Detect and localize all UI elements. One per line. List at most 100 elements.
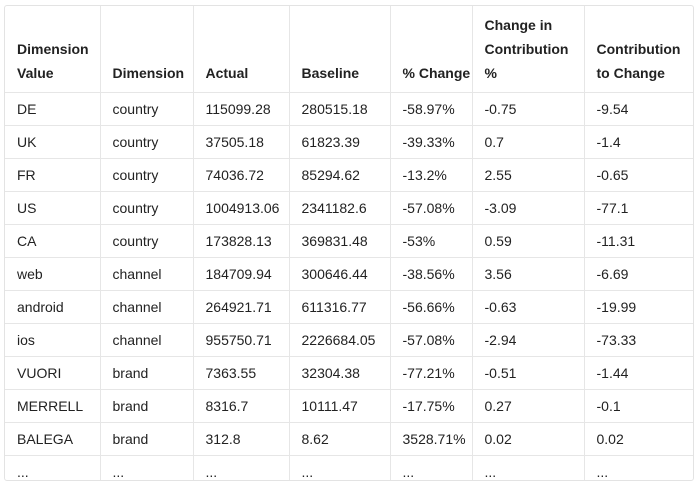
results-table-container: Dimension Value Dimension Actual Baselin…: [4, 5, 694, 481]
table-cell: ...: [596, 464, 609, 480]
table-cell: ...: [5, 455, 101, 480]
table-cell: country: [100, 125, 194, 159]
table-cell: -1.4: [584, 125, 693, 159]
table-cell: -6.69: [584, 257, 693, 291]
table-cell: -9.54: [584, 92, 693, 126]
results-table: Dimension Value Dimension Actual Baselin…: [5, 6, 693, 480]
table-row: BALEGA brand 312.8 8.62 3528.71% 0.02 0.02: [5, 422, 693, 456]
table-cell: -1.44: [584, 356, 693, 390]
table-cell: 0.02: [472, 422, 585, 456]
table-cell: 0.27: [472, 389, 585, 423]
table-cell: -57.08%: [390, 323, 473, 357]
table-cell: -0.51: [472, 356, 585, 390]
table-cell: 2226684.05: [289, 323, 391, 357]
table-cell: -19.99: [584, 290, 693, 324]
table-cell: -17.75%: [390, 389, 473, 423]
table-row: UK country 37505.18 61823.39 -39.33% 0.7 -1.4: [5, 125, 693, 159]
table-cell: -0.63: [472, 290, 585, 324]
table-cell: ...: [472, 455, 585, 480]
table-cell: 115099.28: [193, 92, 290, 126]
table-cell: 61823.39: [289, 125, 391, 159]
table-cell: 8.62: [289, 422, 391, 456]
table-cell: -39.33%: [390, 125, 473, 159]
table-cell: US: [5, 191, 101, 225]
table-cell: brand: [100, 389, 194, 423]
table-cell: country: [100, 191, 194, 225]
table-cell: 2.55: [472, 158, 585, 192]
table-cell: 369831.48: [289, 224, 391, 258]
table-cell: ...: [289, 455, 391, 480]
header-row: Dimension Value Dimension Actual Baselin…: [5, 6, 693, 93]
table-cell: -0.1: [584, 389, 693, 423]
table-cell: FR: [5, 158, 101, 192]
table-cell: -0.65: [584, 158, 693, 192]
table-row: FR country 74036.72 85294.62 -13.2% 2.55 -0.65: [5, 158, 693, 192]
table-cell: country: [100, 92, 194, 126]
table-row: CA country 173828.13 369831.48 -53% 0.59 -11.3…: [5, 224, 693, 258]
table-cell: 2341182.6: [289, 191, 391, 225]
table-row: DE country 115099.28 280515.18 -58.97% -0.75-…: [5, 92, 693, 126]
column-header: Contribution to Change: [584, 6, 693, 93]
table-cell: 312.8: [193, 422, 290, 456]
table-cell: country: [100, 224, 194, 258]
column-header: Change in Contribution %: [472, 6, 585, 93]
table-cell: VUORI: [5, 356, 101, 390]
table-cell: 37505.18: [193, 125, 290, 159]
table-cell: brand: [100, 422, 194, 456]
column-header: % Change: [390, 6, 473, 93]
table-cell: 955750.71: [193, 323, 290, 357]
table-cell: 611316.77: [289, 290, 391, 324]
table-cell: MERRELL: [5, 389, 101, 423]
table-cell: android: [5, 290, 101, 324]
table-cell: 173828.13: [193, 224, 290, 258]
table-cell: -13.2%: [390, 158, 473, 192]
table-cell: 32304.38: [289, 356, 391, 390]
table-row: android channel 264921.71 611316.77 -56.66% -…: [5, 290, 693, 324]
table-cell: -77.1: [584, 191, 693, 225]
table-cell: -3.09: [472, 191, 585, 225]
table-cell: -11.31: [584, 224, 693, 258]
table-cell: -2.94: [472, 323, 585, 357]
table-cell: channel: [100, 257, 194, 291]
table-cell: 3528.71%: [390, 422, 473, 456]
table-cell: 3.56: [472, 257, 585, 291]
table-cell: ...: [100, 455, 194, 480]
table-cell: 0.02: [584, 422, 693, 456]
column-header: Baseline: [289, 6, 391, 93]
table-cell: 184709.94: [193, 257, 290, 291]
table-row: VUORI brand 7363.55 32304.38 -77.21% -0.51 -1.…: [5, 356, 693, 390]
table-cell: -56.66%: [390, 290, 473, 324]
table-cell: channel: [100, 323, 194, 357]
table-cell: -53%: [390, 224, 473, 258]
table-cell: brand: [100, 356, 194, 390]
table-cell: UK: [5, 125, 101, 159]
table-cell: ...: [390, 455, 473, 480]
table-cell: 74036.72: [193, 158, 290, 192]
table-cell: -58.97%: [390, 92, 473, 126]
table-cell: 1004913.06: [193, 191, 290, 225]
table-cell: web: [5, 257, 101, 291]
table-body: DE country 115099.28 280515.18 -58.97% -0.75-…: [5, 92, 693, 480]
table-row: US country 1004913.06 2341182.6 -57.08% -3.09…: [5, 191, 693, 225]
table-cell: -57.08%: [390, 191, 473, 225]
table-cell: -0.75: [472, 92, 585, 126]
table-cell: ...: [193, 455, 290, 480]
table-cell: -38.56%: [390, 257, 473, 291]
table-cell: ios: [5, 323, 101, 357]
table-cell: -77.21%: [390, 356, 473, 390]
table-cell: DE: [5, 92, 101, 126]
table-row: ios channel 955750.71 2226684.05 -57.08% -2.9…: [5, 323, 693, 357]
table-cell: 280515.18: [289, 92, 391, 126]
table-row: web channel 184709.94 300646.44 -38.56% 3.56-…: [5, 257, 693, 291]
table-cell: 300646.44: [289, 257, 391, 291]
table-cell: CA: [5, 224, 101, 258]
table-row: .....................: [5, 455, 693, 480]
column-header: Actual: [193, 6, 290, 93]
table-cell: 264921.71: [193, 290, 290, 324]
table-cell: 85294.62: [289, 158, 391, 192]
table-cell: -73.33: [584, 323, 693, 357]
column-header: Dimension: [100, 6, 194, 93]
table-cell: 0.7: [472, 125, 585, 159]
table-cell: BALEGA: [5, 422, 101, 456]
table-cell: 8316.7: [193, 389, 290, 423]
